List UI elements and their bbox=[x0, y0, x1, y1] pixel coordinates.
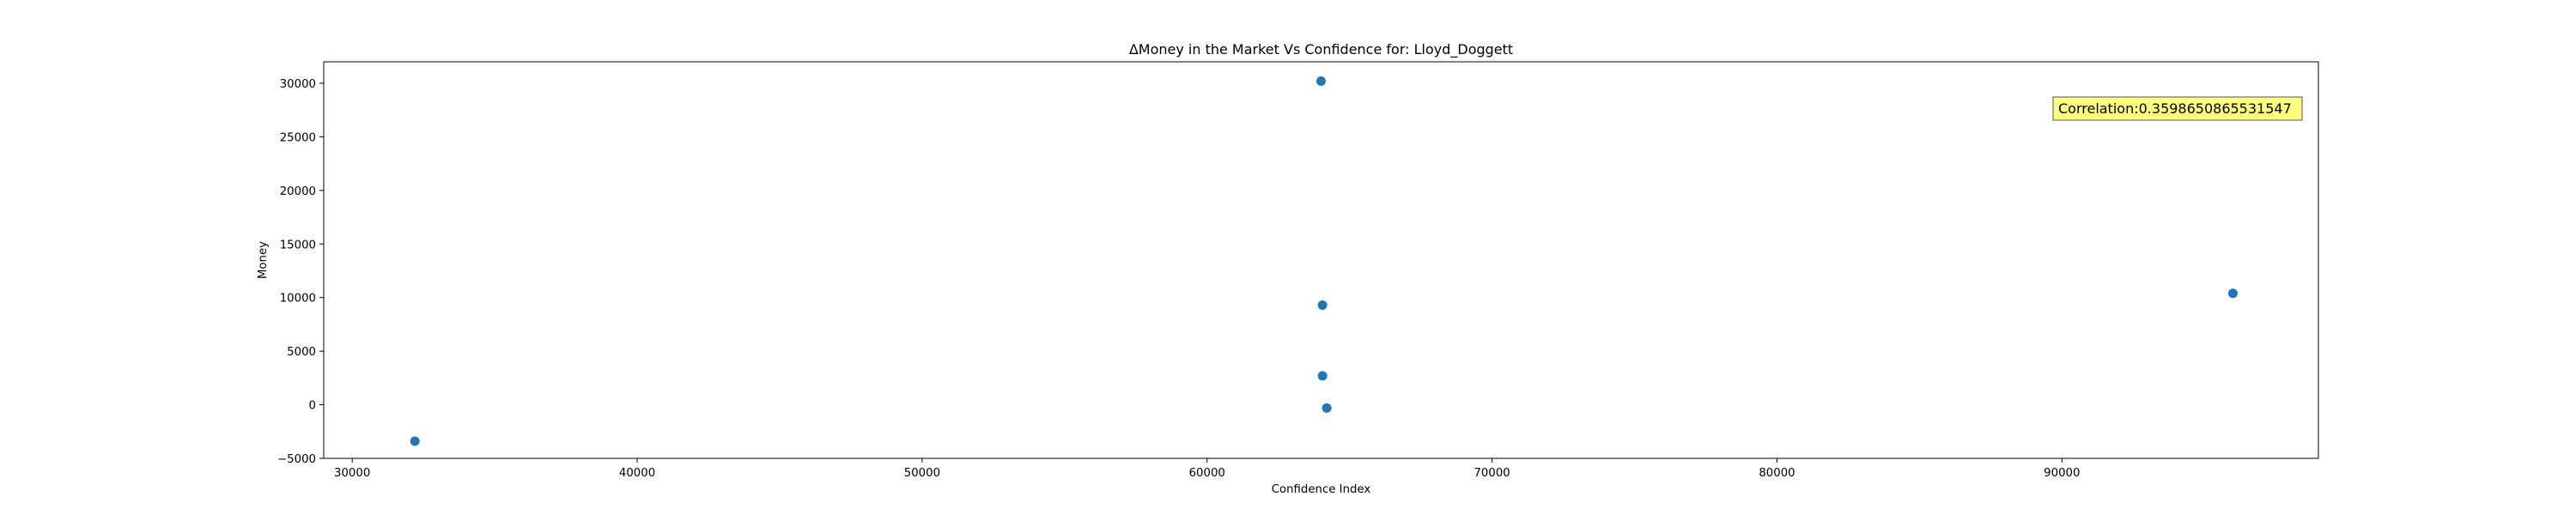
x-tick-label: 90000 bbox=[2044, 467, 2080, 480]
x-axis-ticks: 30000 40000 50000 60000 70000 80000 90000 bbox=[334, 458, 2080, 480]
chart-title: ΔMoney in the Market Vs Confidence for: … bbox=[1129, 41, 1513, 58]
y-tick-label: 10000 bbox=[280, 293, 316, 306]
x-tick-label: 80000 bbox=[1759, 467, 1795, 480]
y-tick-label: 20000 bbox=[280, 185, 316, 198]
y-tick-label: 30000 bbox=[280, 78, 316, 91]
x-axis-label: Confidence Index bbox=[1272, 483, 1371, 496]
scatter-point bbox=[1316, 76, 1326, 86]
y-tick-label: 5000 bbox=[287, 346, 316, 359]
data-points bbox=[410, 76, 2238, 446]
correlation-box bbox=[2052, 96, 2303, 121]
y-axis-label: Money bbox=[257, 241, 270, 279]
x-tick-label: 30000 bbox=[334, 467, 370, 480]
x-tick-label: 50000 bbox=[904, 467, 940, 480]
plot-area-frame bbox=[323, 61, 2319, 459]
y-axis-ticks: −5000 0 5000 10000 15000 20000 25000 30000 bbox=[277, 78, 324, 466]
scatter-point bbox=[410, 436, 420, 446]
scatter-point bbox=[1317, 371, 1327, 381]
y-tick-label: 0 bbox=[309, 400, 316, 413]
y-tick-label: 15000 bbox=[280, 239, 316, 251]
correlation-annotation: Correlation:0.3598650865531547 bbox=[2052, 96, 2303, 121]
y-tick-label: −5000 bbox=[277, 453, 316, 466]
scatter-point bbox=[1317, 300, 1327, 310]
y-tick-label: 25000 bbox=[280, 131, 316, 144]
scatter-point bbox=[2227, 288, 2238, 299]
correlation-text: Correlation:0.3598650865531547 bbox=[2058, 100, 2292, 117]
scatter-point bbox=[1321, 403, 1332, 413]
x-tick-label: 40000 bbox=[619, 467, 655, 480]
x-tick-label: 70000 bbox=[1473, 467, 1510, 480]
x-tick-label: 60000 bbox=[1189, 467, 1225, 480]
